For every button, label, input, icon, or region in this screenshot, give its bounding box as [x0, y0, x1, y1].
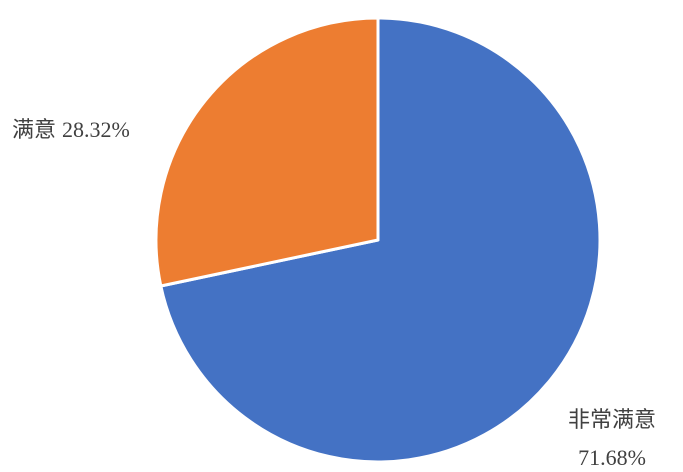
pie-slice-very-satisfied	[159, 16, 602, 464]
pie-slices	[154, 16, 602, 464]
slice-label-very-satisfied: 非常满意	[568, 407, 656, 432]
slice-label-satisfied: 满意 28.32%	[12, 117, 130, 142]
pie-slice-satisfied	[154, 16, 380, 288]
slice-value-very-satisfied: 71.68%	[578, 445, 646, 470]
